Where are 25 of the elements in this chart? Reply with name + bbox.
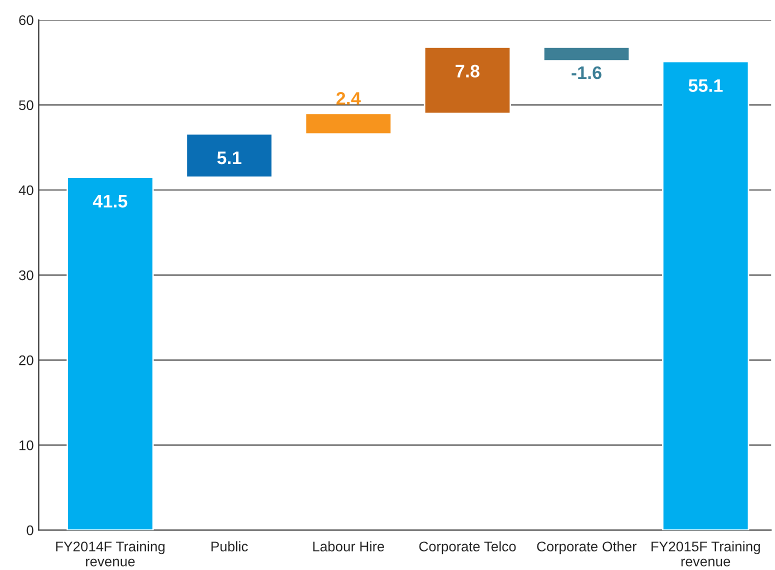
data-label: 55.1 <box>688 79 723 92</box>
bar <box>542 46 630 62</box>
x-tick-label: Public <box>212 541 248 552</box>
x-tick-label: Corporate Other <box>537 541 636 554</box>
x-tick-label: FY2014F Training revenue <box>56 541 165 566</box>
x-tick-label: Labour Hire <box>313 541 384 552</box>
y-tick-label: 0 <box>26 525 34 536</box>
data-label: 41.5 <box>92 195 128 208</box>
bar <box>662 60 750 530</box>
y-tick-label: 40 <box>18 185 34 196</box>
y-tick-label: 30 <box>18 270 34 280</box>
data-label: 5.1 <box>217 152 242 164</box>
bar <box>424 46 512 114</box>
data-label: -1.6 <box>572 66 602 80</box>
bar <box>186 133 273 178</box>
x-tick-label: Corporate Telco <box>419 541 516 554</box>
y-tick-label: 50 <box>18 100 34 110</box>
data-label: 7.8 <box>456 64 480 78</box>
x-tick-label: FY2015F Training revenue <box>652 541 760 566</box>
data-label: 2.4 <box>336 92 361 105</box>
y-tick-label: 10 <box>20 440 34 450</box>
y-tick-label: 20 <box>19 355 34 366</box>
y-tick-label: 60 <box>19 15 34 26</box>
bar <box>304 112 392 135</box>
bar <box>66 176 154 530</box>
